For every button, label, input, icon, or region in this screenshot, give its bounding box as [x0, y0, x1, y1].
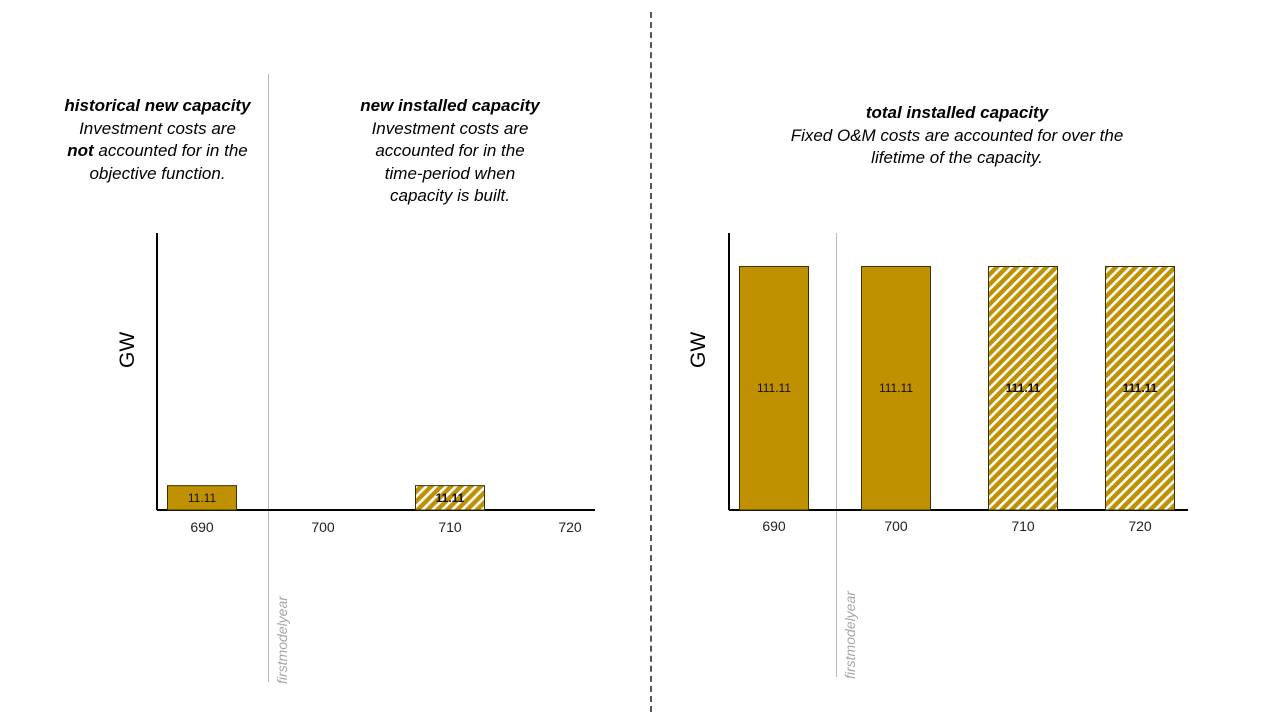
data-label-right-720: 111.11 — [1123, 381, 1158, 395]
bar-right-690 — [739, 265, 809, 511]
x-tick-right-700: 700 — [884, 518, 908, 534]
x-tick-left-710: 710 — [438, 519, 462, 535]
x-tick-right-710: 710 — [1011, 518, 1035, 534]
historical-note-line2: accounted for in the — [93, 141, 248, 160]
bar-left-710 — [415, 485, 485, 511]
new-installed-note-line4: capacity is built. — [390, 186, 510, 205]
new-installed-capacity-heading: new installed capacity — [360, 96, 540, 115]
panel-divider — [650, 12, 652, 712]
historical-capacity-heading: historical new capacity — [64, 96, 251, 115]
new-installed-note-line2: accounted for in the — [375, 141, 525, 160]
data-label-left-710: 11.11 — [436, 491, 465, 505]
bar-right-700 — [861, 265, 931, 511]
historical-note-not: not — [67, 141, 94, 160]
new-installed-capacity-note: new installed capacity Investment costs … — [330, 95, 570, 208]
x-tick-right-690: 690 — [762, 518, 786, 534]
total-installed-note-line2: lifetime of the capacity. — [871, 148, 1043, 167]
total-installed-note-line1: Fixed O&M costs are accounted for over t… — [790, 125, 1124, 145]
total-installed-capacity-note: total installed capacity Fixed O&M costs… — [757, 102, 1157, 170]
x-tick-right-720: 720 — [1128, 518, 1152, 534]
bar-right-720 — [1105, 265, 1175, 511]
historical-note-line3: objective function. — [89, 163, 226, 183]
historical-capacity-note: historical new capacity Investment costs… — [40, 95, 275, 185]
data-label-right-690: 111.11 — [757, 381, 791, 395]
data-label-left-690: 11.11 — [188, 491, 217, 505]
bar-right-710 — [988, 265, 1058, 511]
data-label-right-710: 111.11 — [1006, 381, 1041, 395]
x-tick-left-700: 700 — [311, 519, 335, 535]
first-model-year-line-left — [268, 74, 269, 682]
total-installed-capacity-heading: total installed capacity — [865, 103, 1049, 122]
new-installed-note-line3: time-period when — [384, 163, 516, 183]
data-label-right-700: 111.11 — [879, 381, 913, 395]
bar-left-690 — [167, 485, 237, 511]
new-installed-note-line1: Investment costs are — [371, 118, 529, 138]
x-tick-left-720: 720 — [558, 519, 582, 535]
historical-note-line1: Investment costs are — [79, 118, 236, 138]
first-model-year-line-right — [836, 233, 837, 677]
x-tick-left-690: 690 — [190, 519, 214, 535]
